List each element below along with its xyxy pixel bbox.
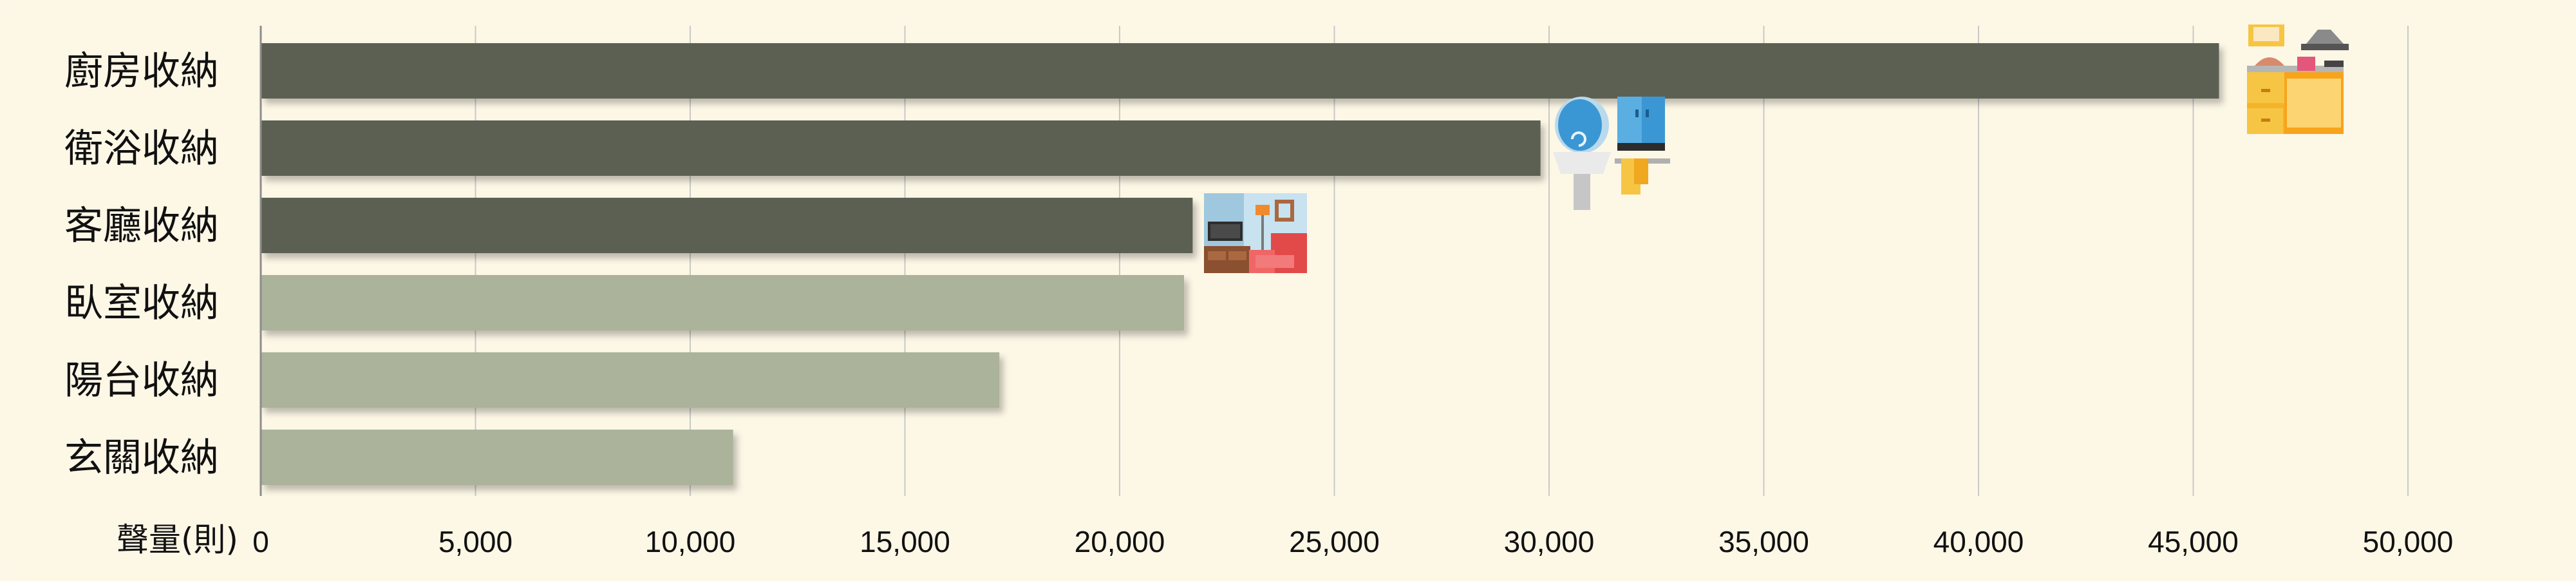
bar [261, 352, 1000, 408]
x-tick-labels: 0 5,000 10,000 15,000 20,000 25,000 30,000 35,0… [252, 525, 2453, 558]
x-tick-label: 15,000 [860, 525, 950, 558]
bar [261, 120, 1541, 176]
bar [261, 275, 1185, 330]
x-tick-label: 25,000 [1289, 525, 1380, 558]
x-tick-label: 40,000 [1933, 525, 2024, 558]
category-label: 衛浴收納 [64, 126, 219, 171]
x-tick-label: 20,000 [1075, 525, 1165, 558]
category-label: 玄關收納 [64, 435, 219, 481]
x-tick-label: 0 [252, 525, 269, 558]
x-tick-label: 50,000 [2363, 525, 2454, 558]
x-unit-label: 聲量(則) [117, 521, 238, 558]
x-tick-label: 5,000 [438, 525, 512, 558]
bars [261, 43, 2219, 485]
category-label: 客廳收納 [64, 204, 219, 249]
living-room-icon [1204, 193, 1307, 273]
bar [261, 430, 733, 485]
category-label: 陽台收納 [64, 358, 219, 403]
category-label: 廚房收納 [64, 49, 219, 94]
bar [261, 43, 2219, 99]
kitchen-icon [2247, 24, 2349, 134]
category-label: 臥室收納 [64, 281, 219, 326]
gridlines [475, 26, 2409, 496]
bar [261, 198, 1193, 253]
bathroom-icon [1553, 97, 1670, 210]
x-tick-label: 30,000 [1504, 525, 1595, 558]
x-tick-label: 35,000 [1718, 525, 1809, 558]
x-tick-label: 45,000 [2148, 525, 2239, 558]
x-tick-label: 10,000 [645, 525, 736, 558]
